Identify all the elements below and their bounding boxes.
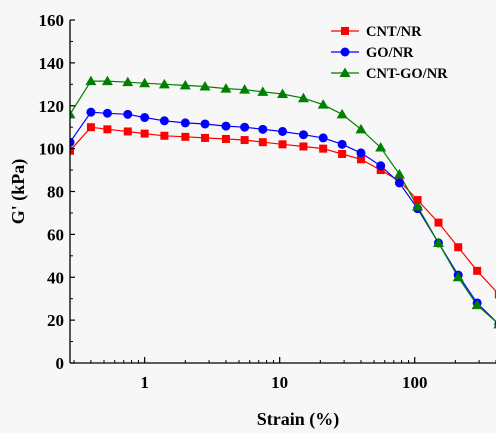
series-1-point-6 [180, 118, 190, 128]
series-2-point-17 [393, 168, 405, 179]
series-1-point-11 [278, 126, 288, 136]
x-tick-label-0: 1 [140, 373, 149, 392]
series-0-point-2 [103, 125, 112, 134]
series-2-point-21 [471, 299, 483, 310]
series-2-point-15 [355, 123, 367, 134]
series-0-point-21 [473, 266, 482, 275]
y-tick-label-6: 120 [39, 97, 65, 116]
series-0-point-0 [70, 146, 74, 155]
series-0-point-9 [240, 136, 249, 145]
series-0-point-12 [299, 142, 308, 151]
series-1-point-5 [159, 116, 169, 126]
series-1-point-0 [70, 137, 75, 147]
series-1-point-9 [240, 122, 250, 132]
series-0-point-15 [356, 155, 365, 164]
series-1-point-13 [318, 133, 328, 143]
series-2-point-10 [257, 86, 269, 96]
y-tick-label-4: 80 [47, 183, 64, 202]
series-2-point-8 [220, 83, 232, 93]
y-tick-label-3: 60 [47, 225, 64, 244]
series-2-point-9 [239, 84, 251, 94]
series-2-point-4 [139, 77, 151, 88]
plot-area [70, 75, 496, 329]
series-0-point-14 [338, 149, 347, 158]
series-2-point-12 [297, 92, 309, 103]
legend-marker-2 [339, 67, 351, 77]
series-2-point-0 [70, 108, 76, 119]
series-1-point-4 [140, 113, 150, 123]
series-2-point-2 [101, 75, 113, 86]
series-1-point-14 [337, 139, 347, 149]
series-0-point-10 [258, 138, 267, 147]
series-1-point-7 [200, 119, 210, 129]
legend-item-1: GO/NR [331, 45, 414, 61]
series-0-point-4 [140, 129, 149, 138]
series-1-point-12 [298, 130, 308, 140]
legend-item-2: CNT-GO/NR [331, 66, 448, 82]
legend-marker-1 [340, 47, 350, 57]
series-2-point-1 [85, 75, 97, 86]
series-2-point-13 [317, 99, 329, 109]
y-tick-label-0: 0 [56, 354, 65, 373]
series-0-point-5 [160, 131, 169, 140]
legend-label-1: GO/NR [366, 45, 414, 61]
series-1-point-3 [123, 109, 133, 119]
series-2-point-5 [158, 78, 170, 89]
series-0-point-6 [181, 132, 190, 141]
series-2-point-22 [493, 323, 496, 329]
y-axis-title: G' (kPa) [8, 159, 29, 225]
series-0-point-22 [494, 290, 496, 299]
legend-item-0: CNT/NR [331, 24, 422, 40]
y-tick-label-8: 160 [39, 11, 65, 30]
legend: CNT/NR GO/NR CNT-GO/NR [331, 24, 448, 82]
series-0-point-20 [454, 243, 463, 252]
series-0-point-7 [201, 133, 210, 142]
x-tick-label-2: 100 [402, 373, 428, 392]
series-2-point-11 [277, 88, 289, 98]
series-1-point-15 [356, 148, 366, 158]
series-2-point-14 [336, 108, 348, 119]
series-2-point-6 [179, 79, 191, 90]
series-2-point-7 [199, 80, 211, 91]
series-layer [70, 75, 496, 329]
series-2-point-16 [375, 142, 387, 152]
y-tick-label-2: 40 [47, 268, 64, 287]
y-tick-label-5: 100 [39, 140, 65, 159]
series-1-point-17 [394, 178, 404, 188]
series-0-point-19 [434, 218, 443, 227]
series-2-point-20 [452, 271, 464, 282]
series-1-point-8 [221, 121, 231, 131]
legend-label-0: CNT/NR [366, 24, 422, 40]
x-axis-title: Strain (%) [257, 409, 340, 430]
series-0-point-18 [413, 196, 422, 205]
series-1-point-16 [376, 161, 386, 171]
series-0-point-11 [278, 140, 287, 149]
legend-marker-0 [341, 27, 349, 35]
y-tick-label-1: 20 [47, 311, 64, 330]
y-tick-label-7: 140 [39, 54, 65, 73]
series-1-point-1 [86, 107, 96, 117]
legend-label-2: CNT-GO/NR [366, 66, 448, 82]
x-tick-label-1: 10 [271, 373, 288, 392]
labels-layer: 0 20 40 60 80 100 120 140 160 1 10 100 Strain (%) G' … [8, 11, 427, 430]
series-1-point-2 [102, 108, 112, 118]
axes-layer [69, 19, 496, 364]
series-2-point-3 [122, 76, 134, 87]
series-1-point-10 [258, 124, 268, 134]
series-0-point-1 [86, 123, 95, 132]
series-2-point-19 [432, 237, 444, 247]
series-0-point-8 [221, 134, 230, 143]
series-0-point-13 [319, 144, 328, 153]
series-0-point-3 [123, 127, 132, 136]
series-2-point-18 [412, 201, 424, 211]
